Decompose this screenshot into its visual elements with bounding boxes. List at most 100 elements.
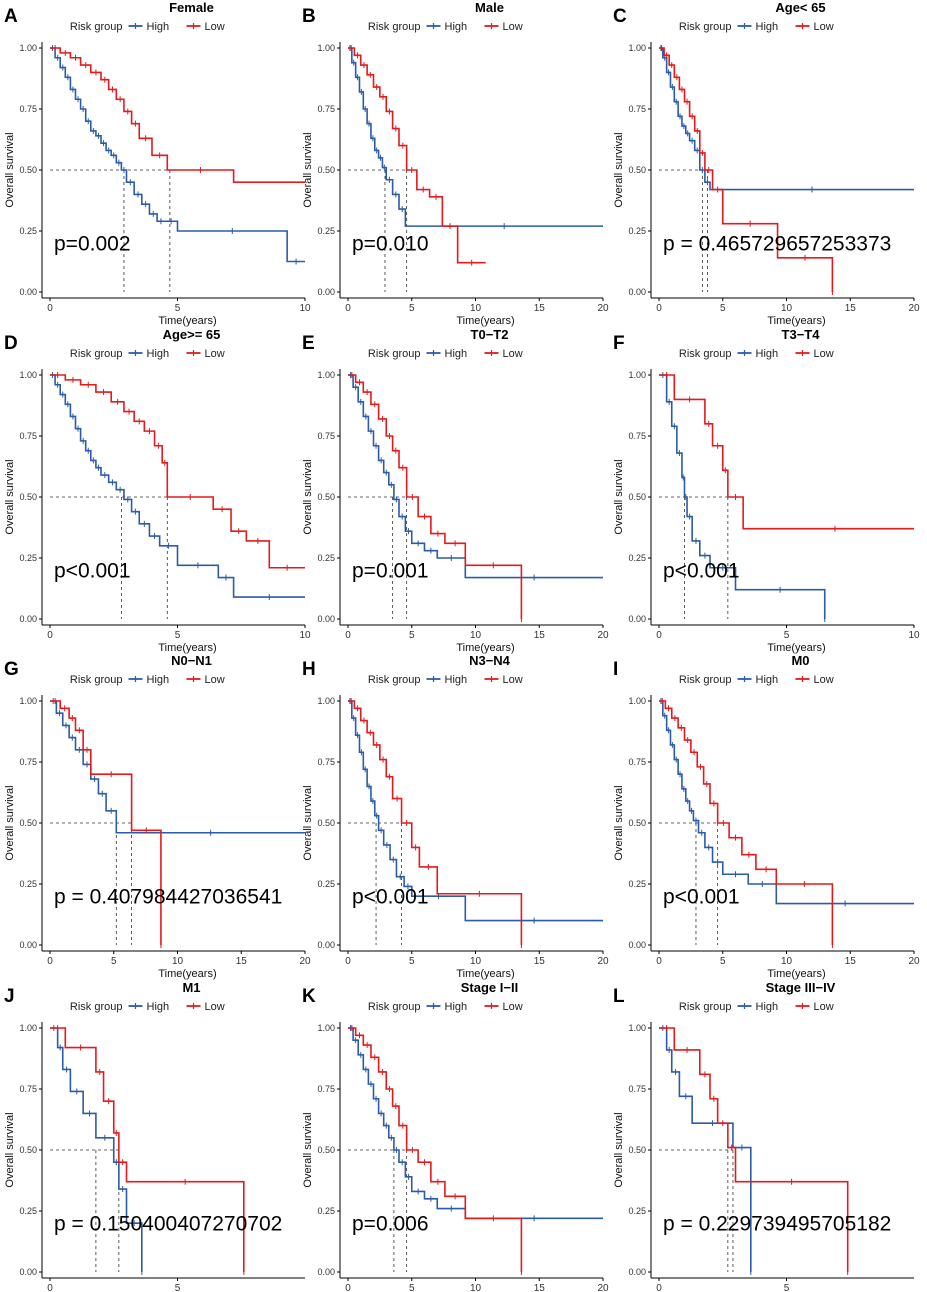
x-tick-label: 0 xyxy=(345,630,351,641)
legend-label-high: High xyxy=(445,1001,468,1013)
y-tick-label: 0.25 xyxy=(19,226,37,236)
x-tick-label: 10 xyxy=(470,630,482,641)
x-tick-label: 0 xyxy=(47,1283,53,1292)
km-curve-low xyxy=(659,1027,849,1272)
panel-letter: K xyxy=(302,986,316,1007)
legend-label-low: Low xyxy=(814,1001,834,1013)
x-axis-label: Time(years) xyxy=(158,642,216,654)
km-curve-low xyxy=(659,374,914,530)
km-curve-high xyxy=(348,374,603,579)
y-axis-label: Overall survival xyxy=(613,459,625,534)
legend-label-low: Low xyxy=(503,348,523,360)
km-panel-i: I M0 Risk group High Low 0.00 0.25 0.50 0.75 1.00… xyxy=(613,653,920,980)
panel-title: Stage III−IV xyxy=(766,980,836,995)
legend-title: Risk group xyxy=(70,1001,123,1013)
x-tick-label: 5 xyxy=(409,956,415,967)
legend-label-low: Low xyxy=(205,21,225,33)
x-tick-label: 20 xyxy=(908,303,920,314)
x-tick-label: 10 xyxy=(908,630,920,641)
y-tick-label: 0.50 xyxy=(628,165,646,175)
km-curve-low xyxy=(348,374,523,619)
km-panel-k: K Stage I−II Risk group High Low 0.00 0.25 0.50… xyxy=(302,980,609,1292)
y-tick-label: 1.00 xyxy=(317,43,335,53)
x-tick-label: 0 xyxy=(656,303,662,314)
y-tick-label: 0.75 xyxy=(19,431,37,441)
panel-letter: J xyxy=(4,986,15,1007)
x-tick-label: 15 xyxy=(845,956,857,967)
y-axis-label: Overall survival xyxy=(613,1112,625,1187)
p-value-label: p=0.002 xyxy=(54,233,131,256)
y-tick-label: 0.75 xyxy=(628,431,646,441)
y-tick-label: 0.75 xyxy=(317,431,335,441)
km-panel-l: L Stage III−IV Risk group High Low 0.00 0.25 0.… xyxy=(613,980,914,1292)
panel-letter: D xyxy=(4,333,18,354)
panel-title: M1 xyxy=(182,980,200,995)
p-value-label: p = 0.407984427036541 xyxy=(54,886,282,909)
x-tick-label: 20 xyxy=(597,956,609,967)
x-tick-label: 10 xyxy=(781,956,793,967)
x-tick-label: 0 xyxy=(345,1283,351,1292)
km-curve-high xyxy=(50,1027,143,1272)
km-panel-d: D Age>= 65 Risk group High Low 0.00 0.25 0.50 0.… xyxy=(4,327,311,654)
x-tick-label: 5 xyxy=(409,303,415,314)
y-tick-label: 0.50 xyxy=(317,492,335,502)
x-tick-label: 5 xyxy=(175,630,181,641)
x-axis-label: Time(years) xyxy=(456,642,514,654)
x-tick-label: 15 xyxy=(845,303,857,314)
km-curve-low xyxy=(348,700,523,945)
legend-label-high: High xyxy=(147,674,170,686)
km-curve-low xyxy=(348,1027,523,1272)
x-axis-label: Time(years) xyxy=(456,315,514,327)
panel-letter: F xyxy=(613,333,625,354)
y-tick-label: 1.00 xyxy=(19,696,37,706)
x-tick-label: 20 xyxy=(597,1283,609,1292)
km-curve-low xyxy=(659,700,834,945)
y-tick-label: 0.00 xyxy=(19,940,37,950)
x-tick-label: 10 xyxy=(172,956,184,967)
x-tick-label: 15 xyxy=(534,630,546,641)
panel-letter: B xyxy=(302,6,316,27)
x-tick-label: 15 xyxy=(236,956,248,967)
legend-label-high: High xyxy=(445,21,468,33)
legend-title: Risk group xyxy=(368,674,421,686)
x-axis-label: Time(years) xyxy=(767,642,825,654)
y-tick-label: 1.00 xyxy=(628,696,646,706)
km-curve-high xyxy=(50,700,305,834)
km-curve-high xyxy=(348,1027,603,1220)
panel-title: Age< 65 xyxy=(775,0,825,15)
p-value-label: p<0.001 xyxy=(663,560,740,583)
panel-letter: C xyxy=(613,6,627,27)
km-curve-low xyxy=(50,374,305,569)
p-value-label: p<0.001 xyxy=(663,886,740,909)
x-tick-label: 10 xyxy=(299,303,311,314)
y-tick-label: 0.25 xyxy=(628,553,646,563)
y-tick-label: 0.00 xyxy=(628,940,646,950)
panel-title: N3−N4 xyxy=(469,653,511,668)
panel-title: Age>= 65 xyxy=(163,327,221,342)
legend-label-high: High xyxy=(147,348,170,360)
x-tick-label: 15 xyxy=(534,1283,546,1292)
legend-label-low: Low xyxy=(814,21,834,33)
x-axis-label: Time(years) xyxy=(767,968,825,980)
y-tick-label: 0.50 xyxy=(19,818,37,828)
x-tick-label: 0 xyxy=(47,303,53,314)
legend-label-low: Low xyxy=(503,674,523,686)
y-tick-label: 0.75 xyxy=(19,757,37,767)
km-panel-c: C Age< 65 Risk group High Low 0.00 0.25 0.50 0.7… xyxy=(613,0,920,327)
y-tick-label: 1.00 xyxy=(628,370,646,380)
y-tick-label: 0.25 xyxy=(317,879,335,889)
x-axis-label: Time(years) xyxy=(158,315,216,327)
legend-label-low: Low xyxy=(814,674,834,686)
x-tick-label: 15 xyxy=(534,956,546,967)
y-tick-label: 0.25 xyxy=(317,226,335,236)
y-tick-label: 0.75 xyxy=(19,104,37,114)
y-axis-label: Overall survival xyxy=(4,785,16,860)
km-panel-f: F T3−T4 Risk group High Low 0.00 0.25 0.50 0.75 1… xyxy=(613,327,920,654)
legend-title: Risk group xyxy=(70,674,123,686)
p-value-label: p=0.006 xyxy=(352,1213,429,1236)
x-tick-label: 10 xyxy=(470,303,482,314)
y-tick-label: 0.25 xyxy=(19,879,37,889)
x-tick-label: 10 xyxy=(470,956,482,967)
y-tick-label: 0.50 xyxy=(19,492,37,502)
x-tick-label: 5 xyxy=(111,956,117,967)
